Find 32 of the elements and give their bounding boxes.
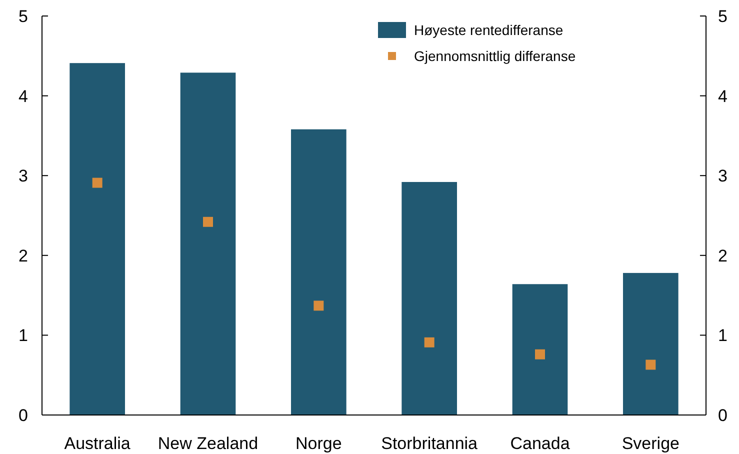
legend-label: Gjennomsnittlig differanse (414, 48, 576, 64)
point (314, 300, 324, 311)
y2-tick-label: 3 (718, 166, 728, 186)
y-tick-label: 4 (18, 86, 28, 106)
x-tick-label: Norge (296, 434, 342, 453)
y2-tick-label: 4 (718, 86, 728, 106)
y2-tick-label: 1 (718, 326, 728, 346)
y-tick-label: 2 (18, 246, 28, 266)
y-tick-label: 0 (18, 406, 28, 425)
y2-tick-label: 5 (718, 6, 728, 26)
x-tick-label: Storbritannia (381, 434, 478, 453)
bar (512, 284, 568, 415)
bar (623, 272, 678, 415)
bar (402, 182, 457, 415)
bar (70, 63, 125, 415)
bar (291, 129, 346, 415)
y-tick-label: 3 (18, 166, 28, 186)
y-tick-label: 1 (18, 326, 28, 346)
x-tick-label: New Zealand (158, 434, 258, 453)
x-tick-label: Canada (510, 434, 570, 453)
legend-label: Høyeste rentedifferanse (414, 22, 564, 38)
bar (180, 72, 236, 415)
point (646, 360, 656, 370)
point (92, 178, 102, 188)
y-tick-label: 5 (18, 6, 28, 26)
point (535, 349, 545, 360)
y2-tick-label: 2 (718, 246, 728, 266)
point (203, 216, 213, 227)
x-tick-label: Sverige (622, 434, 680, 453)
y2-tick-label: 0 (718, 406, 728, 425)
point (424, 337, 434, 348)
x-tick-label: Australia (64, 434, 131, 453)
